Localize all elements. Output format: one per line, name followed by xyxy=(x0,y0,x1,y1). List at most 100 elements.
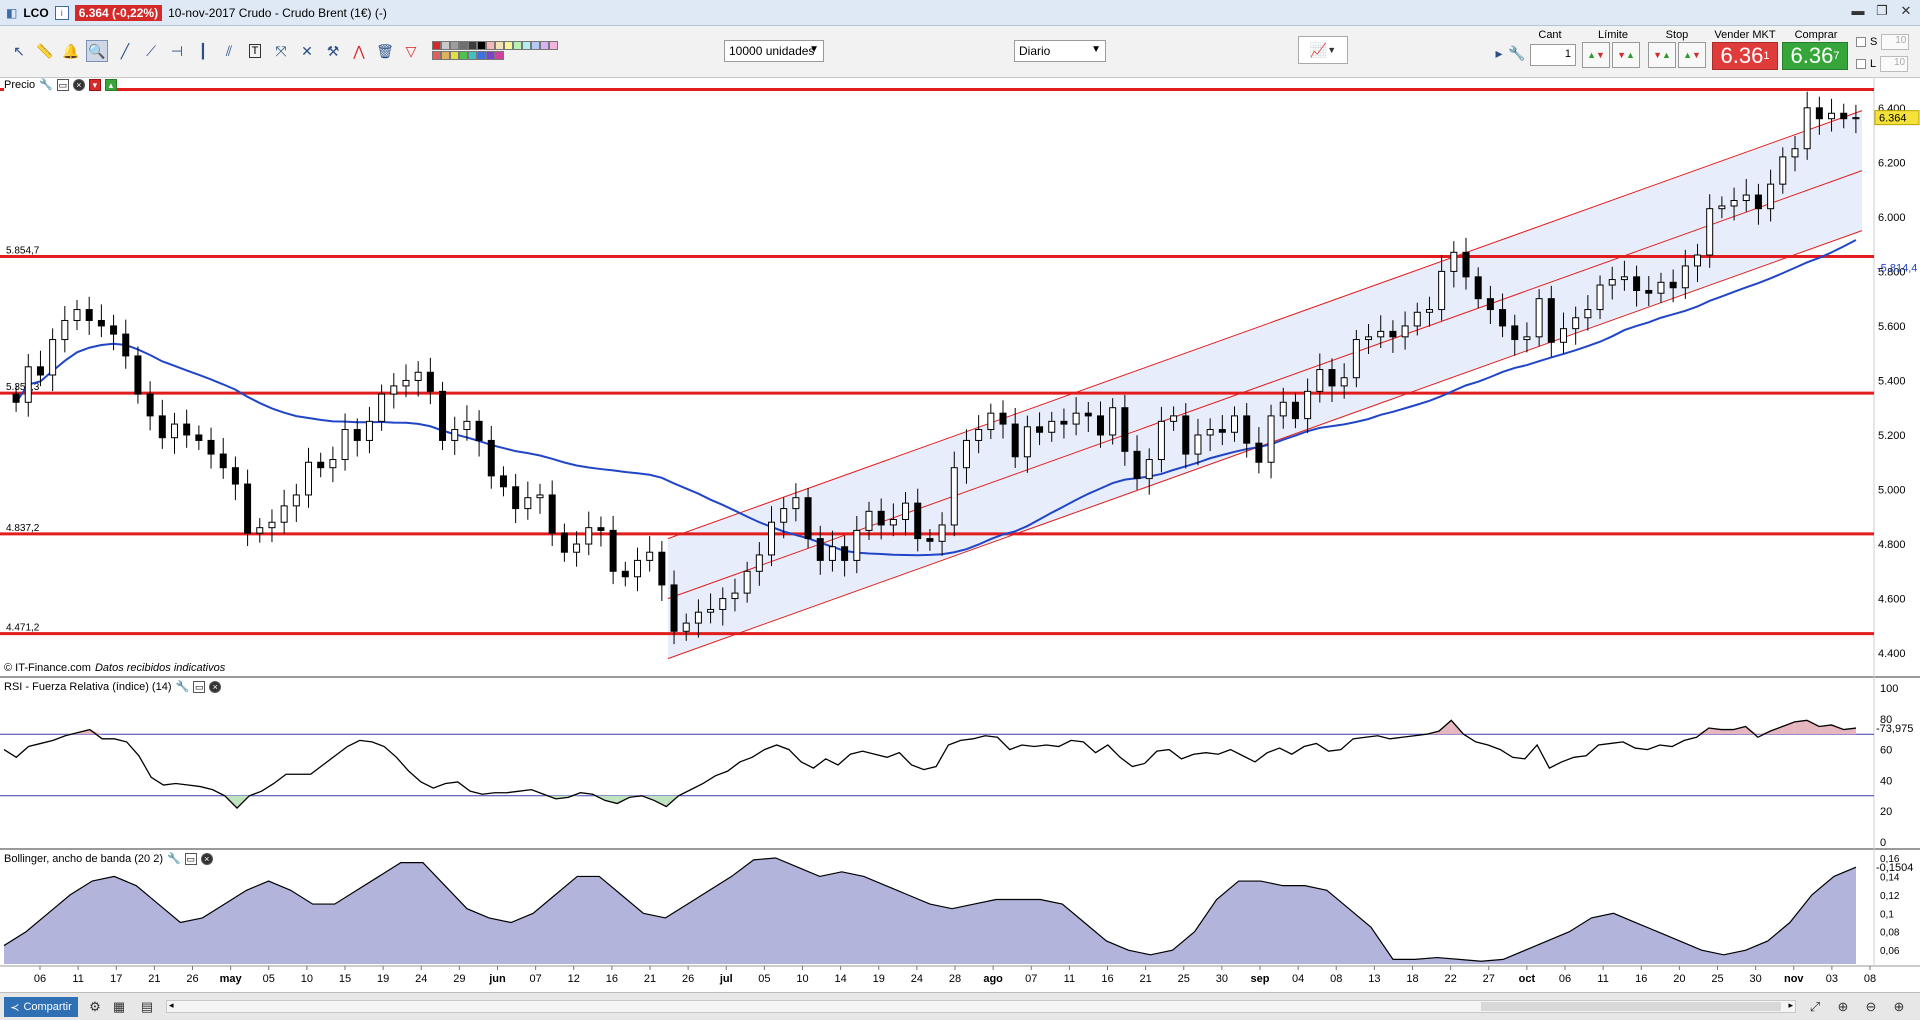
share-button[interactable]: ≺ Compartir xyxy=(4,997,78,1017)
x-axis-tick: nov xyxy=(1784,973,1804,985)
fibonacci-icon[interactable]: ⤧ xyxy=(275,42,287,59)
zoom-fit-icon[interactable]: ⊕ xyxy=(1837,999,1849,1014)
color-swatch[interactable] xyxy=(540,41,549,50)
color-swatch[interactable] xyxy=(468,51,477,60)
color-swatch[interactable] xyxy=(531,41,540,50)
candle-body xyxy=(621,570,629,578)
ruler-icon[interactable]: 📏 xyxy=(36,42,54,59)
minimize-icon[interactable]: ▬ xyxy=(1851,3,1865,18)
window-menu-icon[interactable]: ◧ xyxy=(6,5,18,20)
zoom-in-icon[interactable]: ⊕ xyxy=(1893,999,1905,1014)
rsi-axis-tick: 40 xyxy=(1880,775,1892,787)
wrench-icon[interactable]: 🔧 xyxy=(1508,44,1526,61)
scroll-thumb[interactable] xyxy=(1481,1002,1781,1011)
trash-icon[interactable]: 🗑 xyxy=(376,42,394,59)
chart-type-icon[interactable]: 📈 ▼ xyxy=(1298,36,1348,64)
order-up-icon[interactable]: ▴ xyxy=(104,78,117,91)
restore-icon[interactable]: ❐ xyxy=(1876,3,1888,18)
candle-body xyxy=(1231,415,1239,433)
color-swatch[interactable] xyxy=(441,41,450,50)
units-select[interactable]: 10000 unidades ▼ xyxy=(724,40,824,62)
x-axis-tick: 21 xyxy=(148,973,160,985)
color-swatch[interactable] xyxy=(450,51,459,60)
pattern-icon[interactable]: ⋀ xyxy=(353,42,365,59)
buy-limit-button[interactable]: ▲ ▼ xyxy=(1582,42,1610,68)
color-swatch[interactable] xyxy=(468,41,477,50)
maximize-pane-icon[interactable]: ▭ xyxy=(184,852,197,865)
candle-body xyxy=(1669,281,1677,289)
stop-loss-checkbox[interactable] xyxy=(1856,37,1866,47)
color-swatch[interactable] xyxy=(441,51,450,60)
scroll-left-icon[interactable]: ◂ xyxy=(169,1000,174,1010)
buy-market-button[interactable]: 6.36 7 xyxy=(1782,42,1848,70)
color-swatch[interactable] xyxy=(504,41,513,50)
chart-area[interactable]: 6.4675.854,75.353,34.837,24.471,24.4004.… xyxy=(0,78,1920,992)
channel-icon[interactable]: ⫽ xyxy=(225,42,233,59)
color-swatch[interactable] xyxy=(459,51,468,60)
close-icon[interactable]: ✕ xyxy=(1900,3,1912,18)
color-swatch[interactable] xyxy=(549,41,558,50)
wrench-icon[interactable]: 🔧 xyxy=(175,681,190,693)
horizontal-scrollbar[interactable]: ◂ ▸ xyxy=(166,1000,1796,1013)
alert-bell-icon[interactable]: 🔔 xyxy=(62,42,80,59)
limit-checkbox[interactable] xyxy=(1856,59,1866,69)
instrument-info-icon[interactable]: i xyxy=(54,5,69,20)
color-swatch[interactable] xyxy=(450,41,459,50)
sell-stop-button[interactable]: ▲ ▼ xyxy=(1678,42,1706,68)
color-swatch[interactable] xyxy=(432,51,441,60)
order-down-icon[interactable]: ▾ xyxy=(88,78,101,91)
eraser-icon[interactable]: ⚒ xyxy=(326,42,340,59)
scroll-right-icon[interactable]: ▸ xyxy=(1788,1000,1793,1010)
color-swatch[interactable] xyxy=(513,41,522,50)
close-pane-icon[interactable]: × xyxy=(200,852,213,865)
settings-icon[interactable]: ⚙ xyxy=(89,999,101,1014)
candle-body xyxy=(1572,317,1580,330)
ray-line-icon[interactable]: ⟋ xyxy=(146,42,156,59)
close-pane-icon[interactable]: × xyxy=(209,680,222,693)
fit-chart-icon[interactable]: ⤢ xyxy=(1809,999,1821,1014)
maximize-pane-icon[interactable]: ▭ xyxy=(193,680,206,693)
cross-icon[interactable]: ✕ xyxy=(301,42,313,59)
color-swatch[interactable] xyxy=(477,51,486,60)
layout-icon[interactable]: ▤ xyxy=(140,999,154,1014)
buy-stop-button[interactable]: ▼ ▲ xyxy=(1648,42,1676,68)
wrench-icon[interactable]: 🔧 xyxy=(39,79,53,91)
stop-loss-input[interactable]: 10 xyxy=(1881,34,1910,50)
qty-input[interactable]: 1 xyxy=(1530,44,1576,66)
vertical-line-icon[interactable]: ┃ xyxy=(198,42,208,59)
collapse-arrow-icon[interactable]: ▸ xyxy=(1495,44,1503,61)
limit-input[interactable]: 10 xyxy=(1880,56,1909,72)
candle-body xyxy=(1036,426,1044,433)
zoom-out-icon[interactable]: ⊖ xyxy=(1865,999,1877,1014)
toolbar: ↖ 📏 🔔 🔍 ╱ ⟋ ⊣ ┃ ⫽ T ⤧ ✕ ⚒ ⋀ 🗑 ▽ 10000 un… xyxy=(0,26,1920,78)
color-swatch[interactable] xyxy=(495,51,504,60)
chart-canvas[interactable]: 6.4675.854,75.353,34.837,24.471,24.4004.… xyxy=(0,78,1920,992)
sell-header: Vender MKT xyxy=(1714,29,1776,41)
calculator-icon[interactable]: ▦ xyxy=(112,999,126,1014)
color-swatch[interactable] xyxy=(477,41,486,50)
rsi-oversold-fill xyxy=(592,795,605,801)
pointer-icon[interactable]: ↖ xyxy=(13,42,25,59)
color-swatch[interactable] xyxy=(459,41,468,50)
price-axis-tick: 6.000 xyxy=(1878,212,1906,224)
x-axis-tick: 29 xyxy=(453,973,465,985)
maximize-pane-icon[interactable]: ▭ xyxy=(56,78,69,91)
sell-limit-button[interactable]: ▼ ▲ xyxy=(1612,42,1640,68)
color-swatch[interactable] xyxy=(522,41,531,50)
color-swatch[interactable] xyxy=(486,51,495,60)
color-swatch[interactable] xyxy=(486,41,495,50)
period-select[interactable]: Diario ▼ xyxy=(1014,40,1106,62)
text-tool-icon[interactable]: T xyxy=(244,40,266,62)
trend-line-icon[interactable]: ╱ xyxy=(120,42,130,59)
zoom-icon[interactable]: 🔍 xyxy=(86,40,108,62)
color-swatch[interactable] xyxy=(432,41,441,50)
rsi-line xyxy=(3,719,1857,810)
x-axis-tick: 05 xyxy=(263,973,275,985)
sell-market-button[interactable]: 6.36 1 xyxy=(1712,42,1778,70)
horizontal-line-icon[interactable]: ⊣ xyxy=(170,42,184,59)
color-swatch[interactable] xyxy=(495,41,504,50)
close-pane-icon[interactable]: × xyxy=(72,78,85,91)
candle-body xyxy=(73,309,81,321)
triangle-icon[interactable]: ▽ xyxy=(405,42,417,59)
wrench-icon[interactable]: 🔧 xyxy=(167,853,181,865)
